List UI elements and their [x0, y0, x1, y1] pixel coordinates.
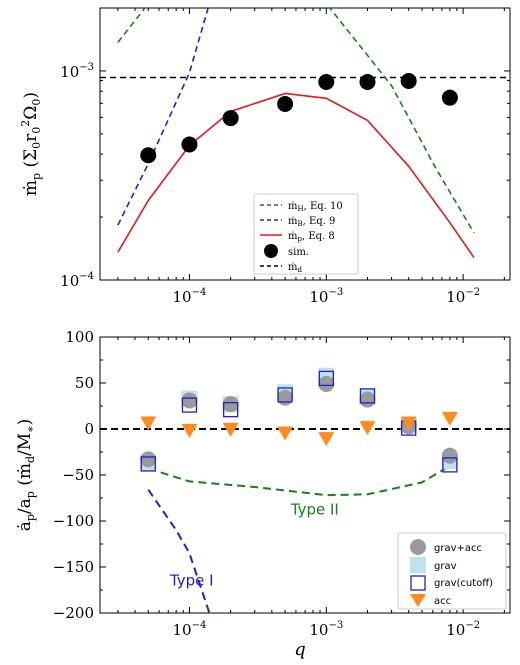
- migration-line-0: [148, 464, 451, 497]
- legend-mdotd-label: ṁd: [288, 262, 302, 274]
- bottom-y-tick-label-5: −150: [53, 558, 94, 576]
- bottom-square-open-1: [181, 397, 198, 413]
- legend-grav-acc-label: grav+acc: [434, 543, 482, 554]
- legend-grav-cutoff-label: grav(cutoff): [434, 578, 493, 589]
- sim-point-7: [441, 89, 458, 106]
- bottom-ylabel: ȧp/ap (ṁd/M∗): [15, 419, 37, 532]
- bottom-circle-1: [181, 392, 198, 409]
- bottom-triangle-down-7: [441, 411, 458, 426]
- bottom-y-tick-label-0: 100: [65, 328, 94, 346]
- legend-grav-swatch: [410, 557, 426, 573]
- legend-grav-cutoff-swatch: [410, 575, 426, 591]
- bottom-triangle-down-6: [400, 416, 417, 431]
- sim-point-2: [222, 110, 239, 127]
- legend-grav-acc-swatch: [410, 539, 426, 555]
- bottom-circle-3: [277, 389, 294, 406]
- bottom-panel: Type II Type I 10−4 10−3 10−2 100 50 0 −50 −100 −1…: [15, 328, 511, 660]
- sim-point-3: [277, 95, 294, 112]
- top-series-0-line: [117, 8, 475, 234]
- top-legend: ṁH, Eq. 10 ṁB, Eq. 9 ṁp, Eq. 8 sim. ṁd: [253, 193, 359, 275]
- sim-point-6: [400, 73, 417, 90]
- migration-label-0: Type II: [290, 501, 339, 519]
- legend-acc-swatch: [410, 594, 426, 607]
- bottom-y-tick-label-3: −50: [62, 466, 94, 484]
- sim-point-4: [318, 74, 335, 91]
- sim-point-1: [181, 136, 198, 153]
- legend-sim-swatch: [264, 244, 278, 258]
- legend-mdotp-label: ṁp, Eq. 8: [288, 231, 335, 243]
- bottom-square-open-3: [277, 387, 293, 403]
- bottom-legend: grav+acc grav grav(cutoff) acc: [397, 532, 507, 610]
- bottom-circle-7: [441, 447, 458, 464]
- sim-point-5: [359, 74, 376, 91]
- bottom-circle-0: [140, 451, 157, 468]
- legend-mdotH-label: ṁH, Eq. 10: [288, 201, 343, 213]
- legend-mdotB-label: ṁB, Eq. 9: [288, 216, 335, 228]
- top-series-1-line: [117, 8, 209, 226]
- legend-acc-label: acc: [434, 596, 451, 607]
- bottom-triangle-down-3: [277, 426, 294, 441]
- bottom-y-tick-label-6: −200: [53, 604, 94, 622]
- bottom-triangle-down-4: [318, 432, 335, 447]
- bottom-y-tick-label-2: 0: [84, 420, 94, 438]
- bottom-triangle-down-2: [222, 422, 239, 437]
- legend-sim-label: sim.: [288, 247, 309, 258]
- migration-label-1: Type I: [169, 571, 214, 589]
- bottom-circle-5: [359, 391, 376, 408]
- bottom-x-tick-label-0: 10−4: [173, 620, 207, 639]
- top-x-tick-label-0: 10−4: [173, 287, 207, 306]
- top-series-2-line: [117, 92, 475, 259]
- bottom-triangle-down-5: [359, 421, 376, 436]
- bottom-circle-2: [222, 396, 239, 413]
- bottom-square-open-5: [359, 388, 376, 404]
- bottom-y-tick-label-1: 50: [75, 374, 94, 392]
- bottom-square-open-7: [442, 457, 458, 473]
- top-x-tick-label-2: 10−2: [446, 287, 480, 306]
- top-x-tick-label-1: 10−3: [309, 287, 343, 306]
- bottom-y-tick-label-4: −100: [53, 512, 94, 530]
- sim-point-0: [140, 147, 157, 164]
- bottom-square-open-4: [318, 370, 334, 387]
- top-ylabel: ṁp (Σ0r02Ω0): [19, 92, 43, 196]
- bottom-circle-4: [318, 375, 335, 392]
- migration-line-1: [147, 489, 211, 613]
- bottom-xlabel: q: [294, 639, 306, 660]
- top-panel: 10−4 10−3 10−2 10−4 10−3 ṁp (Σ0r02Ω0) ṁH, Eq…: [19, 7, 511, 306]
- bottom-x-tick-label-1: 10−3: [309, 620, 343, 639]
- bottom-x-tick-label-2: 10−2: [446, 620, 480, 639]
- top-y-tick-label-0: 10−4: [60, 271, 94, 290]
- bottom-triangle-down-1: [181, 423, 198, 438]
- bottom-triangle-down-0: [140, 416, 157, 431]
- bottom-square-open-0: [140, 456, 156, 472]
- bottom-square-open-2: [222, 402, 239, 418]
- legend-grav-label: grav: [434, 561, 457, 572]
- top-y-tick-label-1: 10−3: [60, 62, 94, 81]
